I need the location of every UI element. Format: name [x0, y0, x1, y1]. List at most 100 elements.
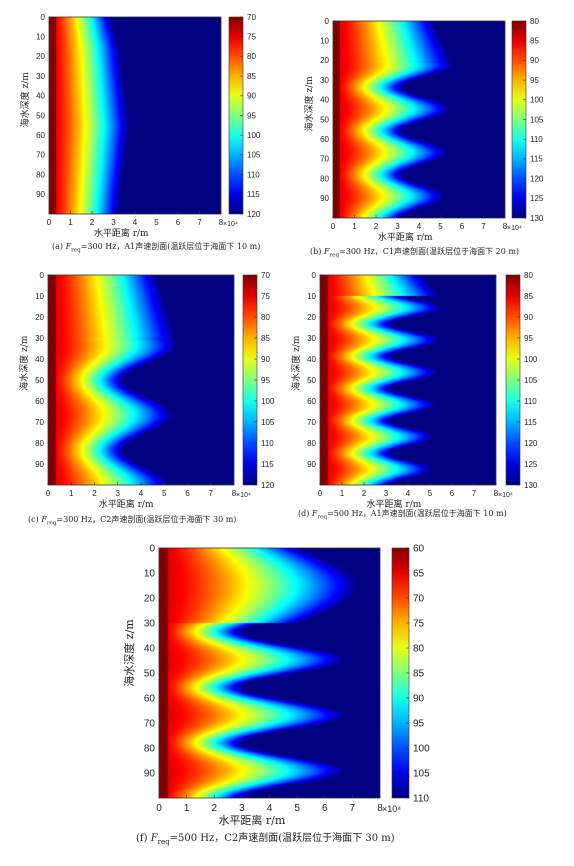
- y-tick-label: 10: [144, 569, 156, 580]
- y-tick-label: 10: [307, 292, 316, 301]
- y-tick-label: 40: [144, 644, 156, 655]
- x-axis-label: 水平距离 r/m: [367, 498, 422, 510]
- colorbar-tick-label: 130: [530, 214, 544, 223]
- colorbar-tick-label: 80: [261, 313, 270, 322]
- caption-text: =300 Hz，A1声速剖面(温跃层位于海面下 10 m): [80, 242, 261, 251]
- y-tick-label: 30: [320, 76, 329, 85]
- caption-symbol: F: [65, 242, 72, 251]
- colorbar-tick-label: 115: [530, 155, 543, 164]
- x-axis-label: 水平距离 r/m: [99, 498, 154, 510]
- colorbar-tick-label: 115: [247, 190, 260, 199]
- y-tick-label: 80: [36, 170, 45, 179]
- colorbar-tick-label: 70: [247, 13, 256, 22]
- y-tick-label: 60: [35, 397, 44, 406]
- x-tick-label: 6: [185, 489, 190, 498]
- x-tick-label: 7: [350, 803, 356, 814]
- x-tick-label: 3: [239, 803, 245, 814]
- x-tick-label: 4: [406, 489, 411, 498]
- caption-subscript: req: [157, 838, 170, 846]
- x-tick-label: 2: [92, 489, 97, 498]
- x-tick-label: 5: [294, 803, 300, 814]
- x-multiplier: ×10⁴: [498, 492, 513, 499]
- colorbar-tick-label: 105: [524, 376, 538, 385]
- y-tick-label: 70: [144, 719, 156, 730]
- colorbar-tick-label: 105: [261, 418, 275, 427]
- caption-text: =300 Hz，C1声速剖面(温跃层位于海面下 20 m): [339, 247, 520, 256]
- heatmap-image: [333, 21, 505, 218]
- y-axis-label: 海水深度 z/m: [290, 335, 302, 391]
- x-tick-label: 3: [384, 489, 389, 498]
- y-tick-label: 70: [35, 418, 44, 427]
- y-tick-label: 80: [144, 744, 156, 755]
- x-tick-label: 7: [209, 489, 214, 498]
- x-tick-label: 6: [322, 803, 328, 814]
- colorbar-tick-label: 130: [524, 481, 538, 490]
- colorbar-tick-label: 120: [524, 439, 538, 448]
- x-tick-label: 8: [377, 803, 383, 814]
- colorbar-tick-label: 90: [413, 694, 425, 705]
- x-tick-label: 4: [267, 803, 273, 814]
- heatmap-image: [159, 548, 380, 798]
- x-tick-label: 4: [133, 218, 138, 227]
- colorbar-tick-label: 85: [413, 669, 425, 680]
- caption-d: (d) Freq=500 Hz，A1声速剖面(温跃层位于海面下 10 m): [298, 508, 507, 521]
- x-axis-label: 水平距离 r/m: [94, 227, 149, 239]
- x-tick-label: 1: [69, 489, 74, 498]
- colorbar-tick-label: 105: [530, 115, 544, 124]
- colorbar-tick-label: 85: [261, 334, 270, 343]
- y-tick-label: 50: [307, 376, 316, 385]
- y-tick-label: 70: [320, 155, 329, 164]
- colorbar-tick-label: 115: [261, 460, 274, 469]
- x-tick-label: 2: [211, 803, 217, 814]
- y-tick-label: 20: [320, 56, 329, 65]
- colorbar-tick-label: 125: [530, 194, 544, 203]
- caption-text: =500 Hz，A1声速剖面(温跃层位于海面下 10 m): [327, 509, 507, 518]
- colorbar-tick-label: 65: [413, 569, 425, 580]
- y-tick-label: 30: [307, 334, 316, 343]
- y-tick-label: 90: [307, 460, 316, 469]
- y-tick-label: 90: [35, 460, 44, 469]
- y-tick-label: 60: [320, 135, 329, 144]
- y-tick-label: 0: [149, 544, 155, 555]
- x-tick-label: 3: [395, 222, 400, 231]
- y-axis-label: 海水深度 z/m: [122, 619, 136, 687]
- colorbar-tick-label: 115: [524, 418, 537, 427]
- caption-subscript: req: [71, 247, 81, 254]
- colorbar-tick-label: 80: [524, 271, 533, 280]
- caption-text: =300 Hz，C2声速剖面(温跃层位于海面下 30 m): [56, 515, 237, 524]
- x-tick-label: 4: [139, 489, 144, 498]
- x-axis-label: 水平距离 r/m: [378, 231, 433, 243]
- caption-subscript: req: [329, 252, 340, 259]
- colorbar-tick-label: 95: [530, 76, 539, 85]
- y-tick-label: 30: [36, 72, 45, 81]
- y-tick-label: 10: [35, 292, 44, 301]
- y-tick-label: 40: [36, 92, 45, 101]
- y-tick-label: 60: [36, 131, 45, 140]
- x-tick-label: 3: [111, 218, 116, 227]
- y-tick-label: 50: [320, 115, 329, 124]
- colorbar-tick-label: 75: [413, 619, 425, 630]
- y-tick-label: 0: [325, 17, 330, 26]
- colorbar-tick-label: 85: [530, 37, 539, 46]
- y-tick-label: 0: [312, 271, 317, 280]
- x-tick-label: 0: [47, 218, 52, 227]
- caption-text: =500 Hz，C2声速剖面(温跃层位于海面下 30 m): [169, 833, 395, 844]
- y-tick-label: 90: [36, 190, 45, 199]
- y-tick-label: 80: [320, 174, 329, 183]
- caption-prefix: (d): [298, 509, 312, 518]
- y-tick-label: 40: [35, 355, 44, 364]
- heatmap-image: [49, 17, 221, 214]
- caption-f: (f) Freq=500 Hz，C2声速剖面(温跃层位于海面下 30 m): [136, 829, 395, 846]
- x-tick-label: 0: [318, 489, 323, 498]
- y-tick-label: 20: [144, 594, 156, 605]
- y-tick-label: 50: [35, 376, 44, 385]
- x-tick-label: 6: [450, 489, 455, 498]
- y-tick-label: 40: [307, 355, 316, 364]
- colorbar-tick-label: 110: [530, 135, 543, 144]
- chart-panel-b: 0 1 2 3 4 5 6 7 8 ×10⁴ 0 10 20 30 40 50 60 70 80 90 水平距离 r/m…: [303, 17, 544, 243]
- colorbar-tick-label: 100: [413, 744, 430, 755]
- y-tick-label: 60: [144, 694, 156, 705]
- colorbar-tick-label: 95: [247, 111, 256, 120]
- x-tick-label: 0: [46, 489, 51, 498]
- caption-subscript: req: [317, 514, 328, 521]
